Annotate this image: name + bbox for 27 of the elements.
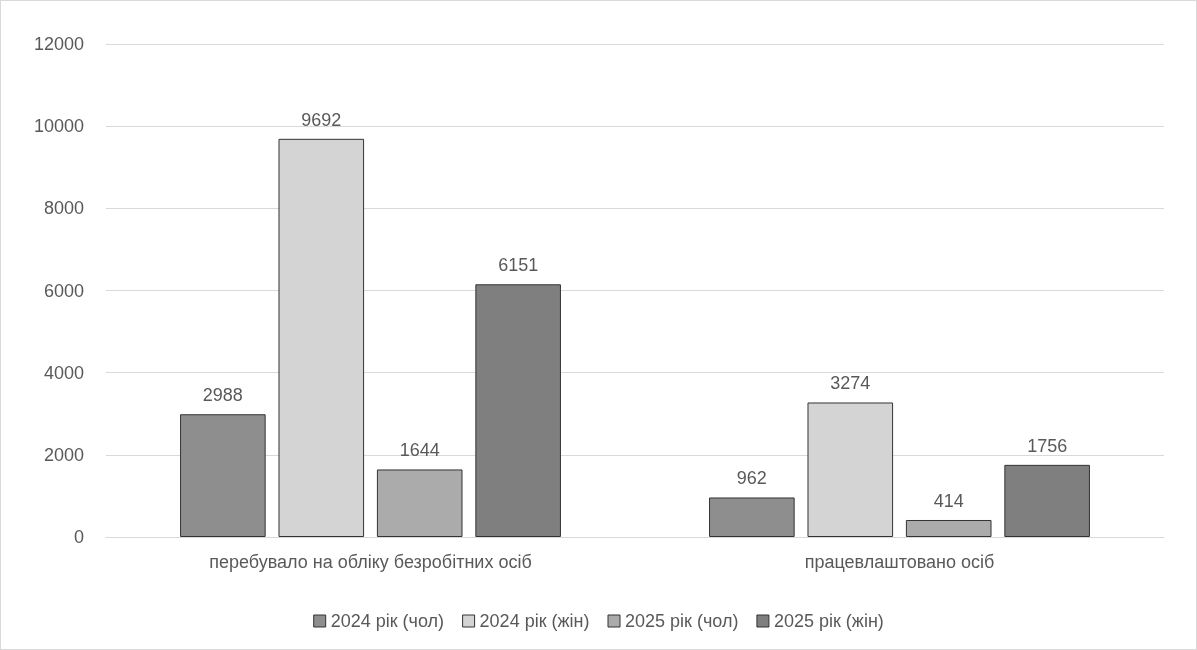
data-label: 1644 — [399, 440, 440, 461]
bar — [376, 469, 463, 537]
legend-label: 2025 рік (чол) — [625, 611, 739, 631]
y-tick-label: 12000 — [33, 34, 84, 54]
bar — [180, 414, 266, 537]
data-label: 962 — [736, 468, 767, 489]
y-tick-label: 10000 — [33, 116, 84, 137]
x-tick-label: працевлаштовано осіб — [804, 552, 995, 572]
y-tick-label: 2000 — [43, 444, 84, 465]
legend-label: 2024 рік (жін) — [479, 611, 590, 631]
bar — [475, 284, 561, 537]
data-label: 6151 — [498, 255, 539, 276]
data-label: 2988 — [202, 385, 243, 406]
bar — [905, 519, 992, 537]
legend-label: 2025 рік (жін) — [773, 611, 884, 631]
x-tick-label: перебувало на обліку безробітних осіб — [209, 552, 532, 572]
y-tick-label: 8000 — [43, 198, 84, 219]
bar — [1004, 464, 1090, 537]
y-tick-label: 6000 — [43, 280, 84, 301]
data-label: 9692 — [301, 109, 342, 130]
data-label: 1756 — [1027, 435, 1068, 456]
data-label: 414 — [933, 490, 964, 511]
y-tick-label: 4000 — [43, 362, 84, 383]
data-label: 3274 — [830, 373, 871, 394]
bar — [709, 497, 795, 537]
legend-label: 2024 рік (чол) — [330, 611, 445, 631]
y-tick-label: 0 — [73, 527, 84, 547]
